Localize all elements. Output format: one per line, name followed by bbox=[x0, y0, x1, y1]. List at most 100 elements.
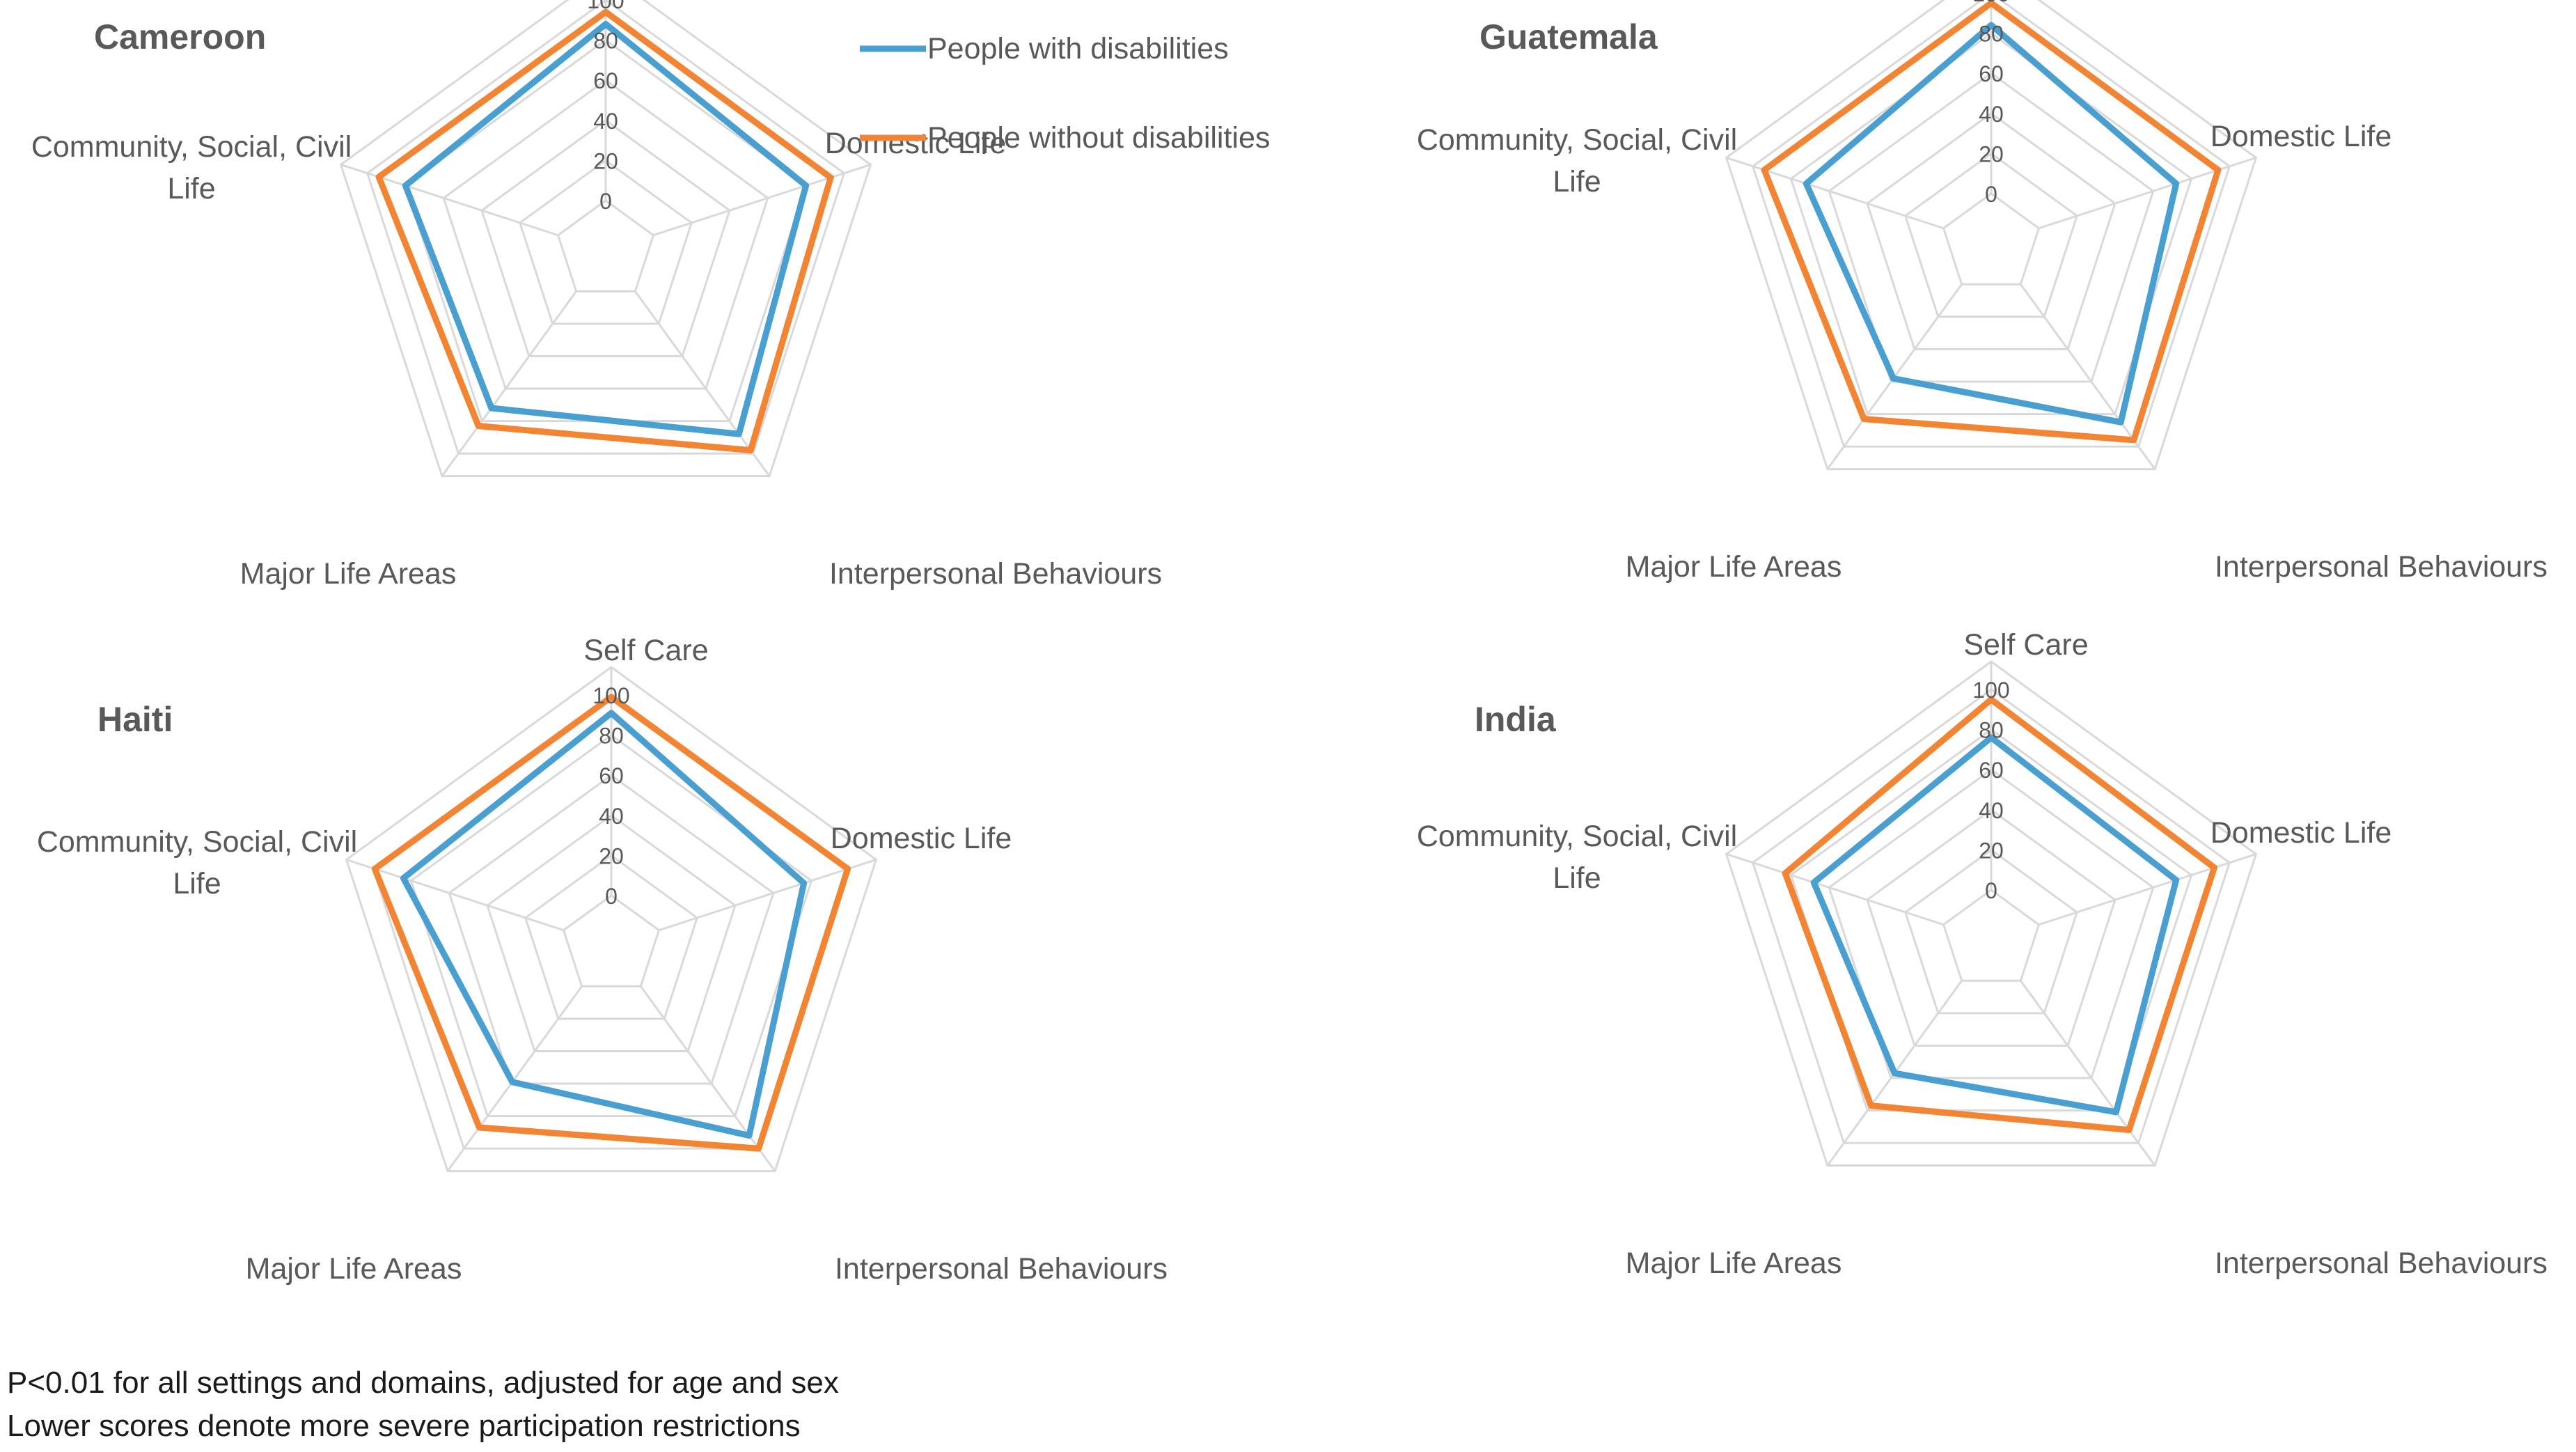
axis-label-line: Life bbox=[1553, 861, 1601, 895]
tick-label: 80 bbox=[599, 724, 624, 749]
axis-label-line: Major Life Areas bbox=[246, 1252, 462, 1286]
axis-label-line: Domestic Life bbox=[2210, 816, 2392, 850]
legend: People with disabilities People without … bbox=[860, 32, 1270, 155]
grid-ring bbox=[1828, 72, 2155, 383]
tick-label: 20 bbox=[1979, 141, 2004, 166]
axis-label-line: Life bbox=[1553, 165, 1601, 198]
axis-label: Domestic Life bbox=[2210, 120, 2392, 153]
axis-label-line: Community, Social, Civil bbox=[37, 825, 357, 859]
axis-label-line: Major Life Areas bbox=[240, 557, 457, 591]
axis-label-line: Domestic Life bbox=[2210, 120, 2392, 153]
axis-spoke bbox=[634, 290, 771, 477]
axis-label-line: Major Life Areas bbox=[1626, 1247, 1842, 1280]
tick-label: 0 bbox=[599, 189, 612, 214]
axis-spoke bbox=[441, 290, 577, 477]
outer-frame bbox=[1725, 660, 2258, 1167]
tick-label: 20 bbox=[1979, 838, 2004, 863]
axis-spoke bbox=[1726, 852, 1944, 926]
axis-spoke bbox=[2039, 852, 2256, 926]
grid-ring bbox=[1866, 111, 2116, 350]
axis-label-line: Interpersonal Behaviours bbox=[835, 1252, 1168, 1286]
axis-label-line: Community, Social, Civil bbox=[1417, 123, 1737, 157]
tick-label: 40 bbox=[593, 109, 618, 134]
axis-label-line: Domestic Life bbox=[831, 822, 1012, 855]
series-without-disabilities bbox=[375, 8, 834, 454]
axis-label-line: Life bbox=[167, 172, 215, 205]
series-with-disabilities bbox=[1803, 22, 2180, 426]
grid-ring bbox=[524, 854, 699, 1020]
axis-label: Interpersonal Behaviours bbox=[2215, 1247, 2547, 1280]
axis-label: Community, Social, Civil Life bbox=[37, 825, 357, 900]
tick-label: 100 bbox=[592, 683, 629, 708]
axis-label: Self Care bbox=[1963, 628, 2088, 662]
grid-ring bbox=[1866, 808, 2116, 1047]
axis-spoke bbox=[340, 163, 558, 237]
axis-label: Self Care bbox=[583, 634, 708, 667]
axis-label: Major Life Areas bbox=[1626, 550, 1842, 584]
axis-label-line: Self Care bbox=[1963, 628, 2088, 662]
tick-label: 60 bbox=[599, 763, 624, 788]
tick-label: 80 bbox=[1979, 718, 2004, 743]
axis-spoke bbox=[2020, 980, 2156, 1166]
axis-label-line: Major Life Areas bbox=[1626, 550, 1842, 584]
grid-ring bbox=[1751, 688, 2231, 1144]
grid-ring bbox=[486, 813, 737, 1052]
tick-label: 40 bbox=[1979, 102, 2004, 127]
axis-spoke bbox=[2039, 156, 2256, 230]
chart-title: Cameroon bbox=[94, 17, 266, 56]
tick-label: 100 bbox=[1972, 678, 2009, 703]
axis-label: Interpersonal Behaviours bbox=[829, 557, 1162, 591]
chart-title: India bbox=[1475, 700, 1557, 739]
axis-label: Community, Social, Civil Life bbox=[1417, 123, 1737, 198]
series-with-disabilities bbox=[1810, 734, 2180, 1116]
chart-title: Guatemala bbox=[1479, 17, 1658, 56]
tick-label: 80 bbox=[593, 29, 618, 54]
tick-label: 20 bbox=[599, 843, 624, 868]
grid-ring bbox=[1903, 848, 2079, 1015]
axis-label-line: Interpersonal Behaviours bbox=[829, 557, 1162, 591]
legend-label-without-disabilities: People without disabilities bbox=[927, 121, 1270, 155]
series-with-disabilities bbox=[400, 710, 808, 1139]
footnote-significance: P<0.01 for all settings and domains, adj… bbox=[7, 1366, 839, 1400]
axis-label: Interpersonal Behaviours bbox=[2215, 550, 2547, 584]
series-with-disabilities bbox=[402, 21, 810, 437]
radar-chart-haiti: Haiti 0 20 40 60 80 100 Self Care Domestic Life I… bbox=[37, 634, 1168, 1286]
legend-label-with-disabilities: People with disabilities bbox=[927, 32, 1229, 65]
tick-label: 0 bbox=[1985, 182, 1997, 207]
grid-ring bbox=[1903, 152, 2079, 318]
tick-label: 40 bbox=[1979, 798, 2004, 823]
axis-label: Domestic Life bbox=[825, 127, 1006, 160]
tick-label: 0 bbox=[1985, 878, 1997, 903]
axis-label: Domestic Life bbox=[2210, 816, 2392, 850]
grid-ring bbox=[366, 0, 846, 455]
axis-label: Major Life Areas bbox=[240, 557, 457, 591]
tick-label: 60 bbox=[1979, 61, 2004, 86]
grid-ring bbox=[442, 79, 769, 390]
axis-label: Community, Social, Civil Life bbox=[31, 130, 352, 205]
tick-label: 60 bbox=[593, 68, 618, 93]
axis-label: Major Life Areas bbox=[1626, 1247, 1842, 1280]
grid-ring bbox=[518, 159, 693, 325]
grid-ring bbox=[1751, 0, 2231, 448]
series-without-disabilities bbox=[1761, 0, 2222, 444]
grid-ring bbox=[480, 118, 731, 357]
outer-frame bbox=[339, 0, 872, 478]
series-without-disabilities bbox=[371, 694, 851, 1152]
grid-ring bbox=[556, 199, 655, 292]
axis-spoke bbox=[1726, 156, 1944, 230]
grid-ring bbox=[1942, 889, 2041, 982]
tick-label: 100 bbox=[587, 0, 624, 13]
grid-ring bbox=[448, 774, 775, 1085]
axis-label-line: Community, Social, Civil bbox=[1417, 820, 1737, 853]
axis-spoke bbox=[659, 858, 877, 932]
series-without-disabilities bbox=[1782, 696, 2217, 1134]
tick-label: 60 bbox=[1979, 758, 2004, 783]
axis-label-line: Life bbox=[173, 867, 221, 900]
footnote-score-direction: Lower scores denote more severe particip… bbox=[7, 1409, 801, 1443]
outer-frame bbox=[1725, 0, 2258, 471]
axis-label: Major Life Areas bbox=[246, 1252, 462, 1286]
axis-label-line: Interpersonal Behaviours bbox=[2215, 550, 2547, 584]
axis-label: Domestic Life bbox=[831, 822, 1012, 855]
tick-label: 20 bbox=[593, 148, 618, 173]
